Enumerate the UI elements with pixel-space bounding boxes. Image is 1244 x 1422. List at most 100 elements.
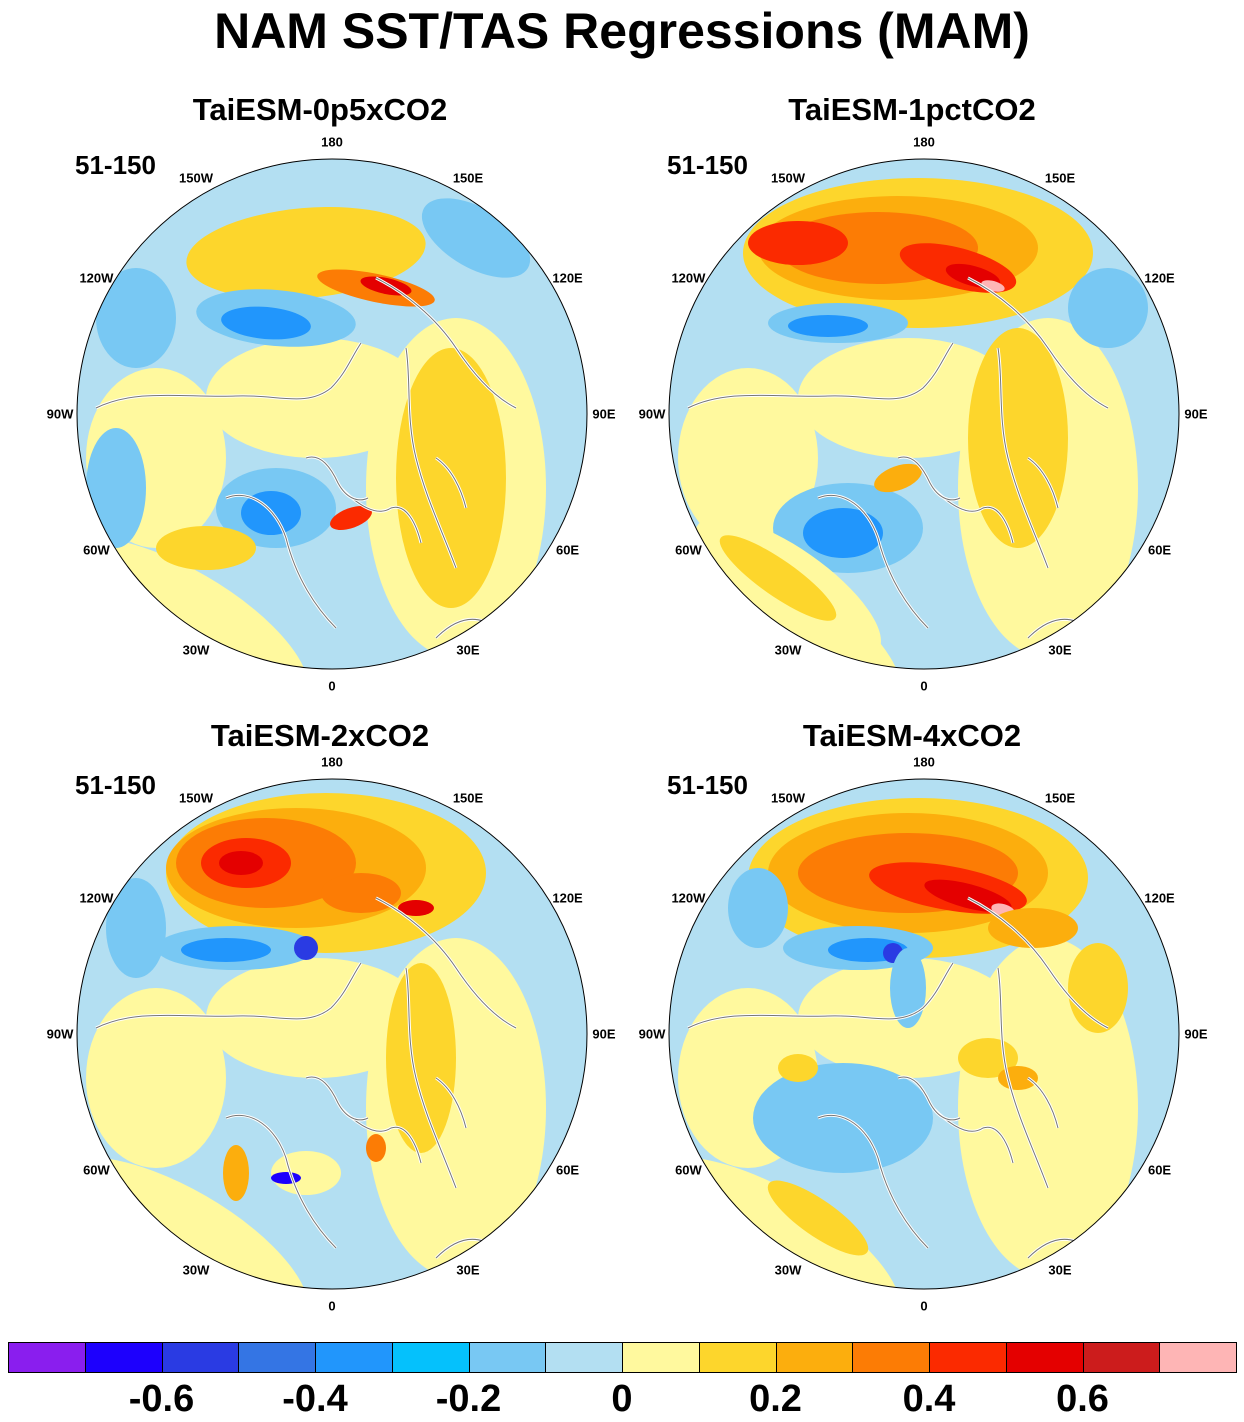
longitude-label: 150W <box>771 790 805 806</box>
longitude-label: 90W <box>46 406 74 422</box>
coastline <box>435 457 467 509</box>
panel-title: TaiESM-4xCO2 <box>802 718 1022 753</box>
colorbar-swatch <box>545 1342 623 1373</box>
longitude-label: 180 <box>321 754 343 770</box>
contour-region <box>798 338 1018 458</box>
colorbar-swatch <box>698 1342 777 1373</box>
colorbar-swatch <box>8 1342 86 1373</box>
coastline <box>817 494 929 629</box>
contour-region <box>998 1066 1038 1090</box>
contour-region <box>223 1145 249 1201</box>
longitude-label: 90W <box>638 406 666 422</box>
longitude-label: 0 <box>920 678 928 694</box>
contour-region <box>803 508 883 558</box>
longitude-label: 120W <box>671 270 706 286</box>
coastline <box>375 897 517 1029</box>
coastline <box>897 1076 961 1121</box>
coastline <box>435 1077 467 1129</box>
contour-region <box>924 879 1012 913</box>
contour-region <box>206 958 426 1078</box>
contour-region <box>748 221 848 265</box>
longitude-label: 150E <box>452 170 484 186</box>
polar-map <box>76 158 588 670</box>
longitude-label: 150W <box>771 170 805 186</box>
coastline <box>997 347 1049 569</box>
colorbar-tick-label: 0.6 <box>1056 1378 1109 1420</box>
panel-0p5xco2: TaiESM-0p5xCO2 51-150 180 150E 120E 90E 60E 3… <box>20 90 620 710</box>
colorbar-swatch <box>1082 1342 1161 1373</box>
contour-region <box>156 526 256 570</box>
contour-region <box>86 428 146 548</box>
longitude-label: 120E <box>552 270 583 286</box>
colorbar-tick-label: 0.4 <box>902 1378 956 1420</box>
longitude-label: 60W <box>83 542 110 558</box>
coastline <box>687 342 954 409</box>
longitude-label: 90E <box>592 406 616 422</box>
contour-region <box>421 198 531 278</box>
contour-region <box>778 1054 818 1082</box>
coastline <box>1027 1077 1059 1129</box>
contour-region <box>767 1180 869 1256</box>
longitude-label: 180 <box>913 134 935 150</box>
colorbar-tick-label: 0 <box>611 1378 633 1420</box>
longitude-label: 180 <box>321 134 343 150</box>
period-label: 51-150 <box>667 150 748 180</box>
coastline <box>967 897 1109 1029</box>
longitude-label: 90E <box>1184 1026 1208 1042</box>
longitude-label: 60W <box>675 1162 702 1178</box>
map-border <box>76 778 588 1290</box>
colorbar-swatch <box>929 1342 1007 1373</box>
colorbar-swatch <box>238 1342 316 1373</box>
polar-map <box>76 778 588 1290</box>
contour-region <box>728 868 788 948</box>
longitude-label: 0 <box>328 678 336 694</box>
panel-title: TaiESM-0p5xCO2 <box>192 92 448 127</box>
contour-region <box>968 328 1068 548</box>
contour-region <box>678 368 818 548</box>
coastline <box>817 1114 929 1249</box>
longitude-label: 30E <box>456 642 480 658</box>
colorbar-swatch <box>1005 1342 1084 1373</box>
longitude-label: 90E <box>1184 406 1208 422</box>
longitude-label: 30E <box>1048 642 1072 658</box>
longitude-label: 60E <box>555 542 580 558</box>
longitude-label: 120E <box>1144 890 1175 906</box>
colorbar-swatch <box>775 1342 854 1373</box>
contour-region <box>330 505 372 531</box>
figure-title: NAM SST/TAS Regressions (MAM) <box>214 3 1030 59</box>
contour-region <box>988 908 1078 948</box>
contour-region <box>219 851 263 875</box>
contour-region <box>396 348 506 608</box>
contour-region <box>890 948 926 1028</box>
contour-region <box>874 463 922 493</box>
longitude-label: 90W <box>46 1026 74 1042</box>
colorbar-tick-label: -0.6 <box>128 1378 195 1420</box>
longitude-label: 30W <box>182 642 210 658</box>
contour-region <box>386 963 456 1153</box>
longitude-label: 120E <box>1144 270 1175 286</box>
coastline <box>95 962 362 1029</box>
longitude-label: 120W <box>79 890 114 906</box>
panel-title: TaiESM-2xCO2 <box>210 718 430 753</box>
longitude-label: 150E <box>452 790 484 806</box>
longitude-label: 150W <box>179 790 213 806</box>
coastline <box>305 1076 369 1121</box>
contour-region <box>96 268 176 368</box>
longitude-label: 60E <box>1147 542 1172 558</box>
coastline <box>897 456 961 501</box>
coastline <box>225 494 337 629</box>
contour-region <box>294 936 318 960</box>
panel-2xco2: TaiESM-2xCO2 51-150 180 150E 120E 90E 60E 30E… <box>20 710 620 1330</box>
longitude-label: 30W <box>774 642 802 658</box>
contour-region <box>181 938 271 962</box>
colorbar-swatch <box>161 1342 240 1373</box>
longitude-label: 30E <box>1048 1262 1072 1278</box>
longitude-label: 60W <box>83 1162 110 1178</box>
longitude-label: 120W <box>671 890 706 906</box>
coastline <box>375 277 517 409</box>
longitude-label: 30W <box>774 1262 802 1278</box>
longitude-label: 180 <box>913 754 935 770</box>
coastline <box>305 456 369 501</box>
panel-1pctco2: TaiESM-1pctCO2 51-150 180 150E 120E 90E 60E 3… <box>612 90 1212 710</box>
coastline <box>225 1114 337 1249</box>
